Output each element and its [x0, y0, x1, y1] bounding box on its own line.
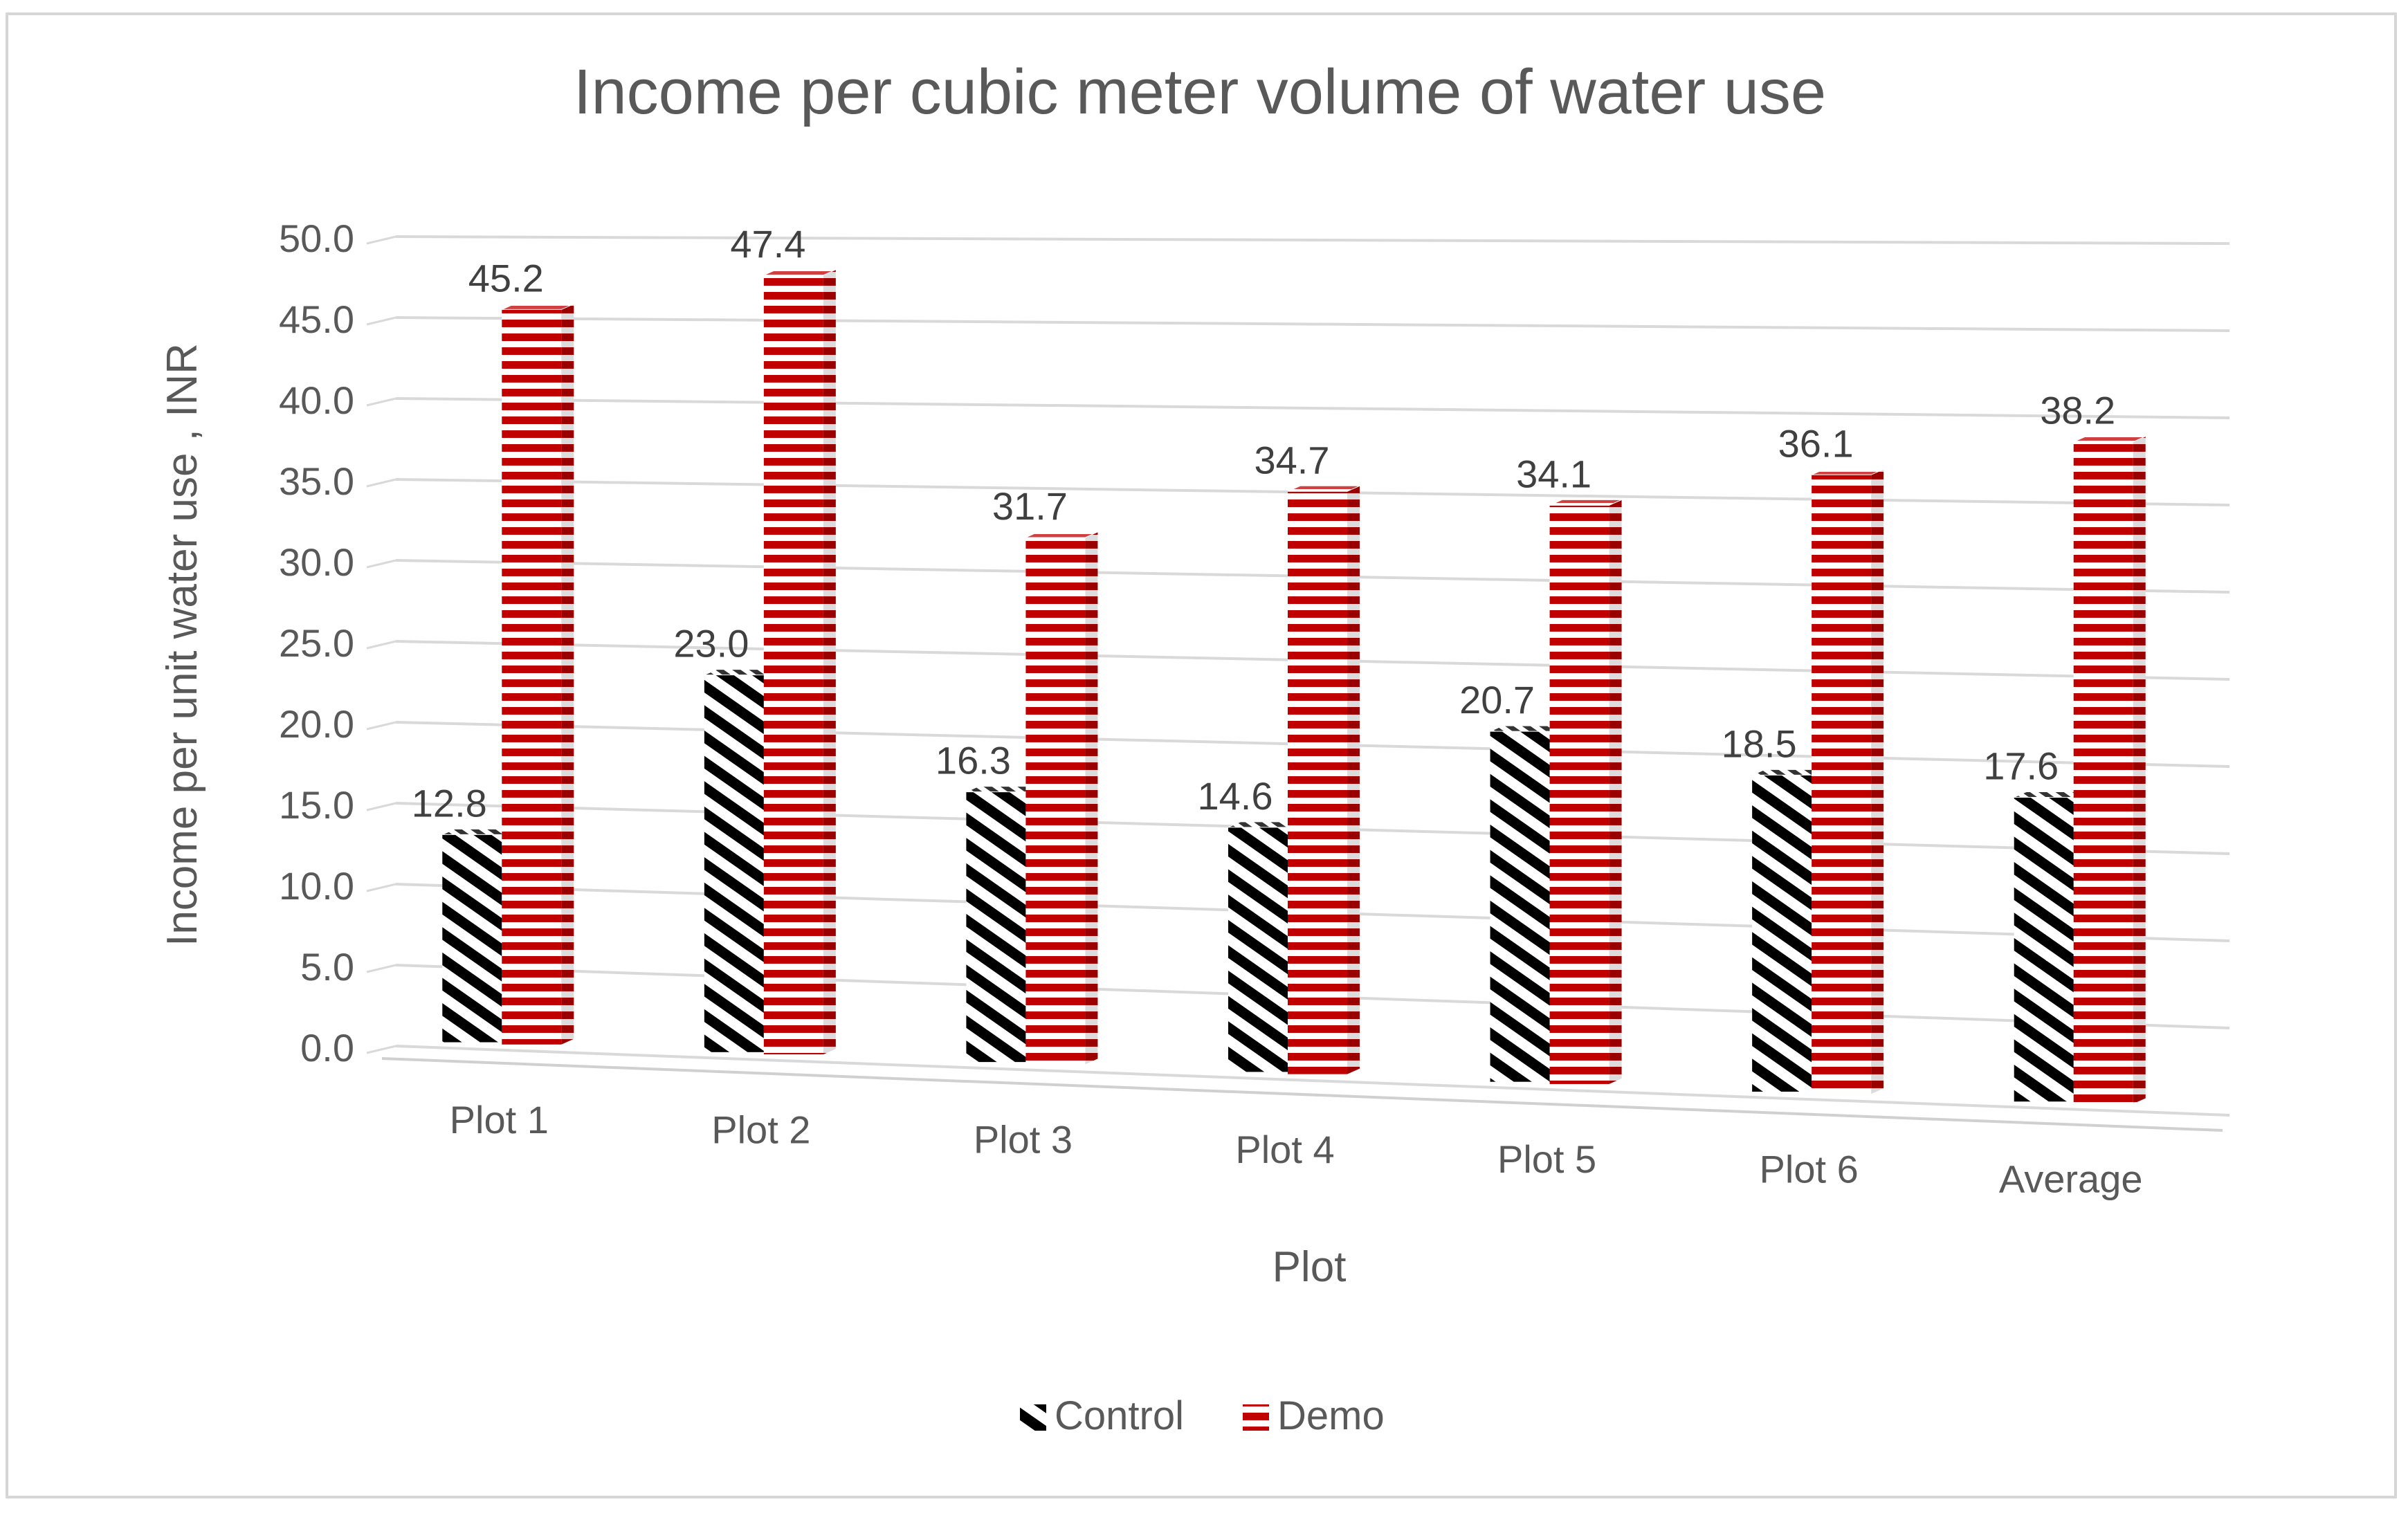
bars — [442, 269, 2146, 1104]
gridline — [395, 397, 2230, 419]
bar-side — [2133, 436, 2146, 1104]
legend-item-demo[interactable]: Demo — [1243, 1393, 1385, 1438]
bar-side — [1347, 486, 1360, 1074]
legend-swatch-demo — [1243, 1404, 1269, 1431]
gridline — [395, 235, 2230, 245]
bar-top — [763, 269, 837, 276]
x-tick-label: Plot 4 — [1235, 1128, 1334, 1171]
bar-face — [704, 675, 764, 1052]
y-tick-label: 40.0 — [279, 378, 354, 422]
bar-top — [502, 303, 574, 310]
y-tick-label: 5.0 — [300, 945, 354, 989]
bar-top — [1025, 531, 1098, 538]
data-label-demo: 34.1 — [1516, 452, 1591, 495]
x-axis-ticks: Plot 1 Plot 2 Plot 3 Plot 4 Plot 5 Plot 6 Aver… — [450, 1098, 2143, 1201]
legend-item-control[interactable]: Control — [1020, 1393, 1184, 1438]
bar-side — [561, 304, 574, 1045]
gridline-depth — [366, 235, 396, 245]
bar-face — [763, 275, 823, 1055]
data-label-control: 17.6 — [1983, 744, 2059, 787]
y-tick-label: 25.0 — [279, 621, 354, 665]
bar-face — [502, 309, 562, 1045]
bar-demo-3[interactable] — [1025, 531, 1098, 1065]
gridline-depth — [366, 883, 396, 892]
bar-side — [823, 269, 836, 1055]
y-tick-label: 50.0 — [279, 217, 354, 260]
bar-demo-5[interactable] — [1549, 499, 1622, 1084]
gridline-depth — [366, 559, 396, 569]
bar-face — [1752, 775, 1812, 1092]
gridline — [395, 316, 2230, 332]
y-tick-label: 10.0 — [279, 864, 354, 908]
x-axis-label: Plot — [1273, 1243, 1347, 1291]
data-label-control: 23.0 — [673, 622, 749, 666]
bar-face — [1812, 475, 1872, 1094]
bar-face — [2014, 797, 2074, 1102]
data-label-demo: 45.2 — [468, 256, 544, 300]
data-label-demo: 31.7 — [992, 484, 1068, 528]
y-tick-label: 30.0 — [279, 540, 354, 584]
y-tick-label: 0.0 — [300, 1026, 354, 1070]
gridline-depth — [366, 721, 396, 731]
x-tick-label: Average — [1999, 1157, 2143, 1201]
x-tick-label: Plot 6 — [1760, 1147, 1859, 1191]
y-tick-label: 15.0 — [279, 783, 354, 827]
x-tick-label: Plot 5 — [1497, 1137, 1596, 1181]
bar-top — [1287, 485, 1360, 492]
y-axis-ticks: 0.0 5.0 10.0 15.0 20.0 25.0 30.0 35.0 40.0 45.0 50… — [279, 217, 354, 1070]
bar-demo-6[interactable] — [1811, 468, 1884, 1094]
legend-label-control: Control — [1055, 1393, 1184, 1438]
x-tick-label: Plot 3 — [974, 1118, 1073, 1162]
gridline-depth — [366, 640, 396, 650]
bar-side — [1609, 499, 1622, 1084]
chart-title: Income per cubic meter volume of water u… — [574, 57, 1826, 127]
bar-face — [1288, 491, 1347, 1074]
bar-face — [442, 834, 502, 1043]
x-tick-label: Plot 1 — [450, 1098, 549, 1141]
bar-demo-2[interactable] — [763, 269, 837, 1055]
bar-face — [1228, 827, 1288, 1072]
data-label-control: 14.6 — [1198, 774, 1273, 818]
y-tick-label: 20.0 — [279, 702, 354, 746]
data-labels: 12.8 45.2 23.0 47.4 16.3 31.7 14.6 34.7 20.7 34.1… — [412, 222, 2115, 825]
gridline-depth — [366, 964, 396, 973]
chart-frame: Income per cubic meter volume of water u… — [6, 12, 2397, 1498]
y-tick-label: 35.0 — [279, 459, 354, 503]
bar-face — [2073, 441, 2133, 1104]
bar-demo-7[interactable] — [2073, 436, 2146, 1104]
bar-top — [1811, 468, 1884, 475]
bar-face — [966, 791, 1026, 1063]
bar-face — [1549, 505, 1609, 1084]
legend-label-demo: Demo — [1277, 1393, 1385, 1438]
bar-side — [1085, 531, 1098, 1065]
data-label-demo: 36.1 — [1778, 421, 1854, 465]
bar-side — [1871, 469, 1884, 1094]
bar-demo-4[interactable] — [1287, 485, 1360, 1074]
y-tick-label: 45.0 — [279, 297, 354, 341]
bar-demo-1[interactable] — [502, 303, 574, 1045]
y-axis-label: Income per unit water use , INR — [158, 343, 206, 946]
x-tick-label: Plot 2 — [711, 1108, 810, 1151]
gridline-depth — [366, 316, 396, 326]
legend-swatch-control — [1020, 1404, 1046, 1431]
gridline-depth — [366, 478, 396, 488]
bar-top — [2073, 436, 2146, 443]
chart: Income per cubic meter volume of water u… — [158, 57, 2230, 1438]
legend: Control Demo — [1020, 1393, 1385, 1438]
data-label-demo: 34.7 — [1255, 438, 1330, 482]
floor-edge — [381, 1057, 2223, 1132]
data-label-control: 16.3 — [936, 739, 1011, 782]
bar-face — [1025, 537, 1086, 1065]
data-label-demo: 47.4 — [730, 222, 805, 266]
gridline-depth — [366, 802, 396, 811]
data-label-demo: 38.2 — [2040, 389, 2115, 432]
gridline — [395, 1045, 2230, 1117]
gridline-depth — [366, 397, 396, 407]
gridline-depth — [366, 1045, 396, 1054]
bar-face — [1490, 731, 1550, 1082]
data-label-control: 12.8 — [412, 781, 487, 825]
bar-top — [1549, 499, 1622, 506]
data-label-control: 18.5 — [1722, 722, 1797, 765]
data-label-control: 20.7 — [1459, 678, 1535, 722]
